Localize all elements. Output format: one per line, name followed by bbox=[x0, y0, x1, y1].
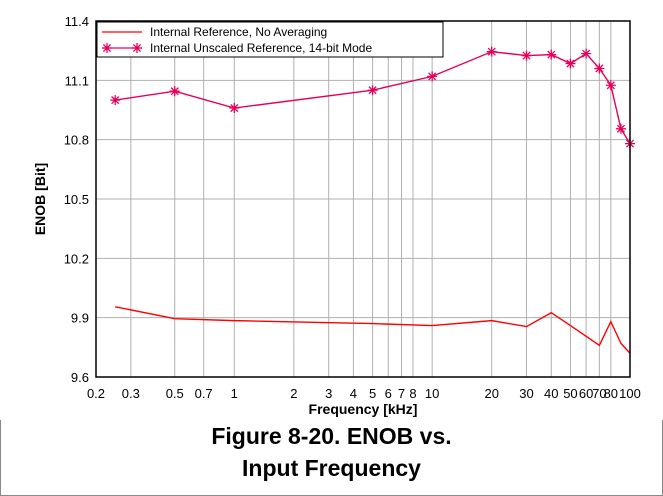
data-point-marker bbox=[486, 46, 497, 57]
x-tick-label: 6 bbox=[385, 386, 392, 401]
series-group bbox=[110, 46, 635, 354]
x-tick-label: 0.2 bbox=[87, 386, 105, 401]
data-point-marker bbox=[581, 48, 592, 59]
y-tick-label: 10.5 bbox=[64, 192, 89, 207]
x-tick-label: 70 bbox=[592, 386, 606, 401]
x-tick-label: 10 bbox=[425, 386, 439, 401]
legend-label-series-2: Internal Unscaled Reference, 14-bit Mode bbox=[150, 41, 372, 55]
data-point-marker bbox=[427, 71, 438, 82]
caption-line-1: Figure 8-20. ENOB vs. bbox=[211, 423, 452, 449]
y-tick-label: 10.2 bbox=[64, 251, 89, 266]
x-tick-label: 0.3 bbox=[122, 386, 140, 401]
y-tick-label: 9.6 bbox=[71, 370, 89, 385]
data-point-marker bbox=[169, 86, 180, 97]
x-axis-title: Frequency [kHz] bbox=[309, 401, 418, 417]
legend-marker-series-2-b bbox=[132, 43, 142, 53]
x-tick-label: 2 bbox=[290, 386, 297, 401]
x-tick-label: 40 bbox=[544, 386, 558, 401]
y-tick-labels: 9.6 9.9 10.2 10.5 10.8 11.1 11.4 bbox=[64, 14, 89, 385]
y-tick-label: 10.8 bbox=[64, 133, 89, 148]
y-tick-label: 9.9 bbox=[71, 311, 89, 326]
x-tick-label: 80 bbox=[604, 386, 618, 401]
legend-label-series-1: Internal Reference, No Averaging bbox=[150, 25, 327, 39]
data-point-marker bbox=[229, 103, 240, 114]
y-axis-title: ENOB [Bit] bbox=[32, 163, 48, 235]
data-point-marker bbox=[110, 95, 121, 106]
series-1 bbox=[115, 306, 631, 354]
legend: Internal Reference, No Averaging Interna… bbox=[96, 21, 444, 58]
data-point-marker bbox=[132, 43, 142, 53]
caption-line-2: Input Frequency bbox=[242, 455, 421, 481]
data-point-marker bbox=[102, 43, 112, 53]
x-tick-label: 5 bbox=[369, 386, 376, 401]
data-point-marker bbox=[367, 85, 378, 96]
legend-marker-series-2-a bbox=[102, 43, 112, 53]
data-point-marker bbox=[615, 123, 626, 134]
data-point-marker bbox=[594, 63, 605, 74]
y-tick-label: 11.4 bbox=[65, 14, 89, 29]
data-point-marker bbox=[565, 58, 576, 69]
series-2 bbox=[110, 46, 635, 149]
x-tick-label: 30 bbox=[519, 386, 533, 401]
grid bbox=[96, 21, 630, 377]
figure-caption: Figure 8-20. ENOB vs. Input Frequency bbox=[0, 420, 663, 484]
x-tick-label: 100 bbox=[619, 386, 641, 401]
data-point-marker bbox=[605, 80, 616, 91]
y-tick-label: 11.1 bbox=[65, 73, 89, 88]
x-tick-label: 50 bbox=[563, 386, 577, 401]
data-point-marker bbox=[521, 50, 532, 61]
legend-box bbox=[96, 21, 444, 58]
x-tick-label: 8 bbox=[409, 386, 416, 401]
series-1-line bbox=[115, 306, 631, 354]
data-point-marker bbox=[546, 49, 557, 60]
x-tick-label: 7 bbox=[398, 386, 405, 401]
x-tick-label: 0.5 bbox=[166, 386, 184, 401]
chart-background bbox=[0, 0, 663, 420]
x-tick-label: 0.7 bbox=[195, 386, 213, 401]
x-tick-label: 4 bbox=[350, 386, 357, 401]
x-tick-label: 20 bbox=[484, 386, 498, 401]
x-tick-label: 3 bbox=[325, 386, 332, 401]
x-tick-label: 1 bbox=[231, 386, 238, 401]
plot-area-border bbox=[95, 20, 631, 378]
x-tick-label: 60 bbox=[579, 386, 593, 401]
